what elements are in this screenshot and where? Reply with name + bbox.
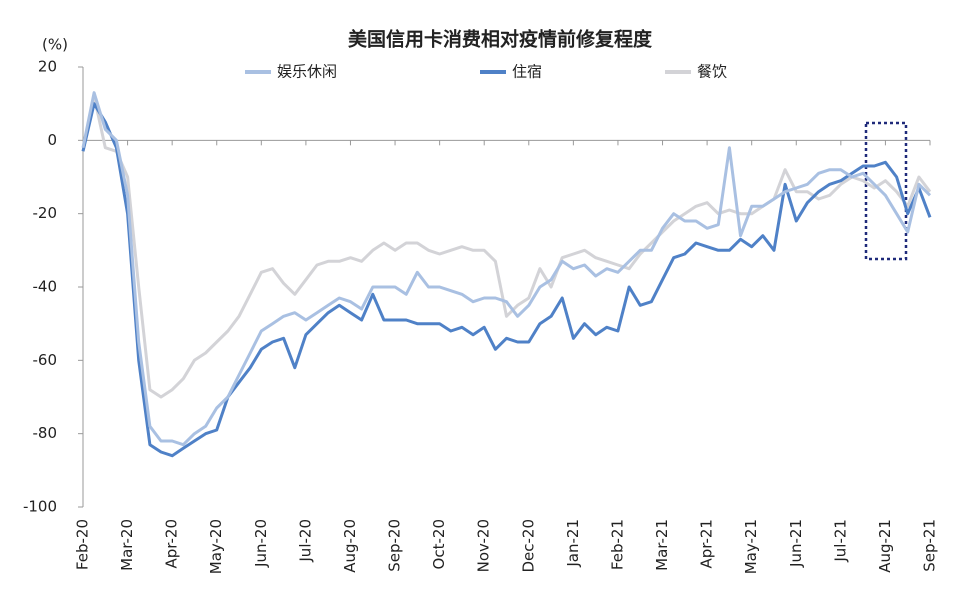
x-tick-label: Mar-21 xyxy=(653,519,671,571)
y-axis-label: (%) xyxy=(42,36,68,54)
x-tick-label: Mar-20 xyxy=(118,519,136,571)
series-line xyxy=(81,94,932,399)
series-line xyxy=(81,102,932,458)
x-tick-label: Sep-20 xyxy=(386,519,404,572)
legend-label: 住宿 xyxy=(512,63,542,81)
chart-title: 美国信用卡消费相对疫情前修复程度 xyxy=(348,28,653,51)
highlight-box xyxy=(864,121,908,261)
y-tick-label: 20 xyxy=(38,58,57,76)
x-tick-label: Feb-20 xyxy=(74,519,92,570)
y-tick-label: -20 xyxy=(33,204,58,222)
x-tick-label: Jun-21 xyxy=(787,519,805,568)
x-tick-label: Jul-21 xyxy=(831,519,849,563)
y-tick-label: -60 xyxy=(33,351,58,369)
x-tick-label: May-20 xyxy=(207,519,225,574)
x-tick-label: Aug-20 xyxy=(341,519,359,573)
x-tick-label: Apr-20 xyxy=(163,519,181,569)
legend-label: 餐饮 xyxy=(697,63,727,81)
x-tick-label: May-21 xyxy=(742,519,760,574)
x-tick-label: Dec-20 xyxy=(519,519,537,573)
x-tick-label: Feb-21 xyxy=(608,519,626,570)
y-tick-label: 0 xyxy=(47,131,57,149)
y-tick-label: -80 xyxy=(33,424,58,442)
x-tick-label: Aug-21 xyxy=(876,519,894,573)
x-tick-label: Jul-20 xyxy=(296,519,314,563)
x-tick-label: Sep-21 xyxy=(921,519,939,572)
x-tick-label: Apr-21 xyxy=(698,519,716,569)
legend-label: 娱乐休闲 xyxy=(277,63,337,81)
y-tick-label: -100 xyxy=(23,498,57,516)
x-tick-label: Jan-21 xyxy=(564,519,582,568)
series-line xyxy=(81,91,932,447)
y-tick-label: -40 xyxy=(33,278,58,296)
x-tick-label: Jun-20 xyxy=(252,519,270,568)
x-tick-label: Nov-20 xyxy=(475,519,493,572)
x-tick-label: Oct-20 xyxy=(430,519,448,569)
